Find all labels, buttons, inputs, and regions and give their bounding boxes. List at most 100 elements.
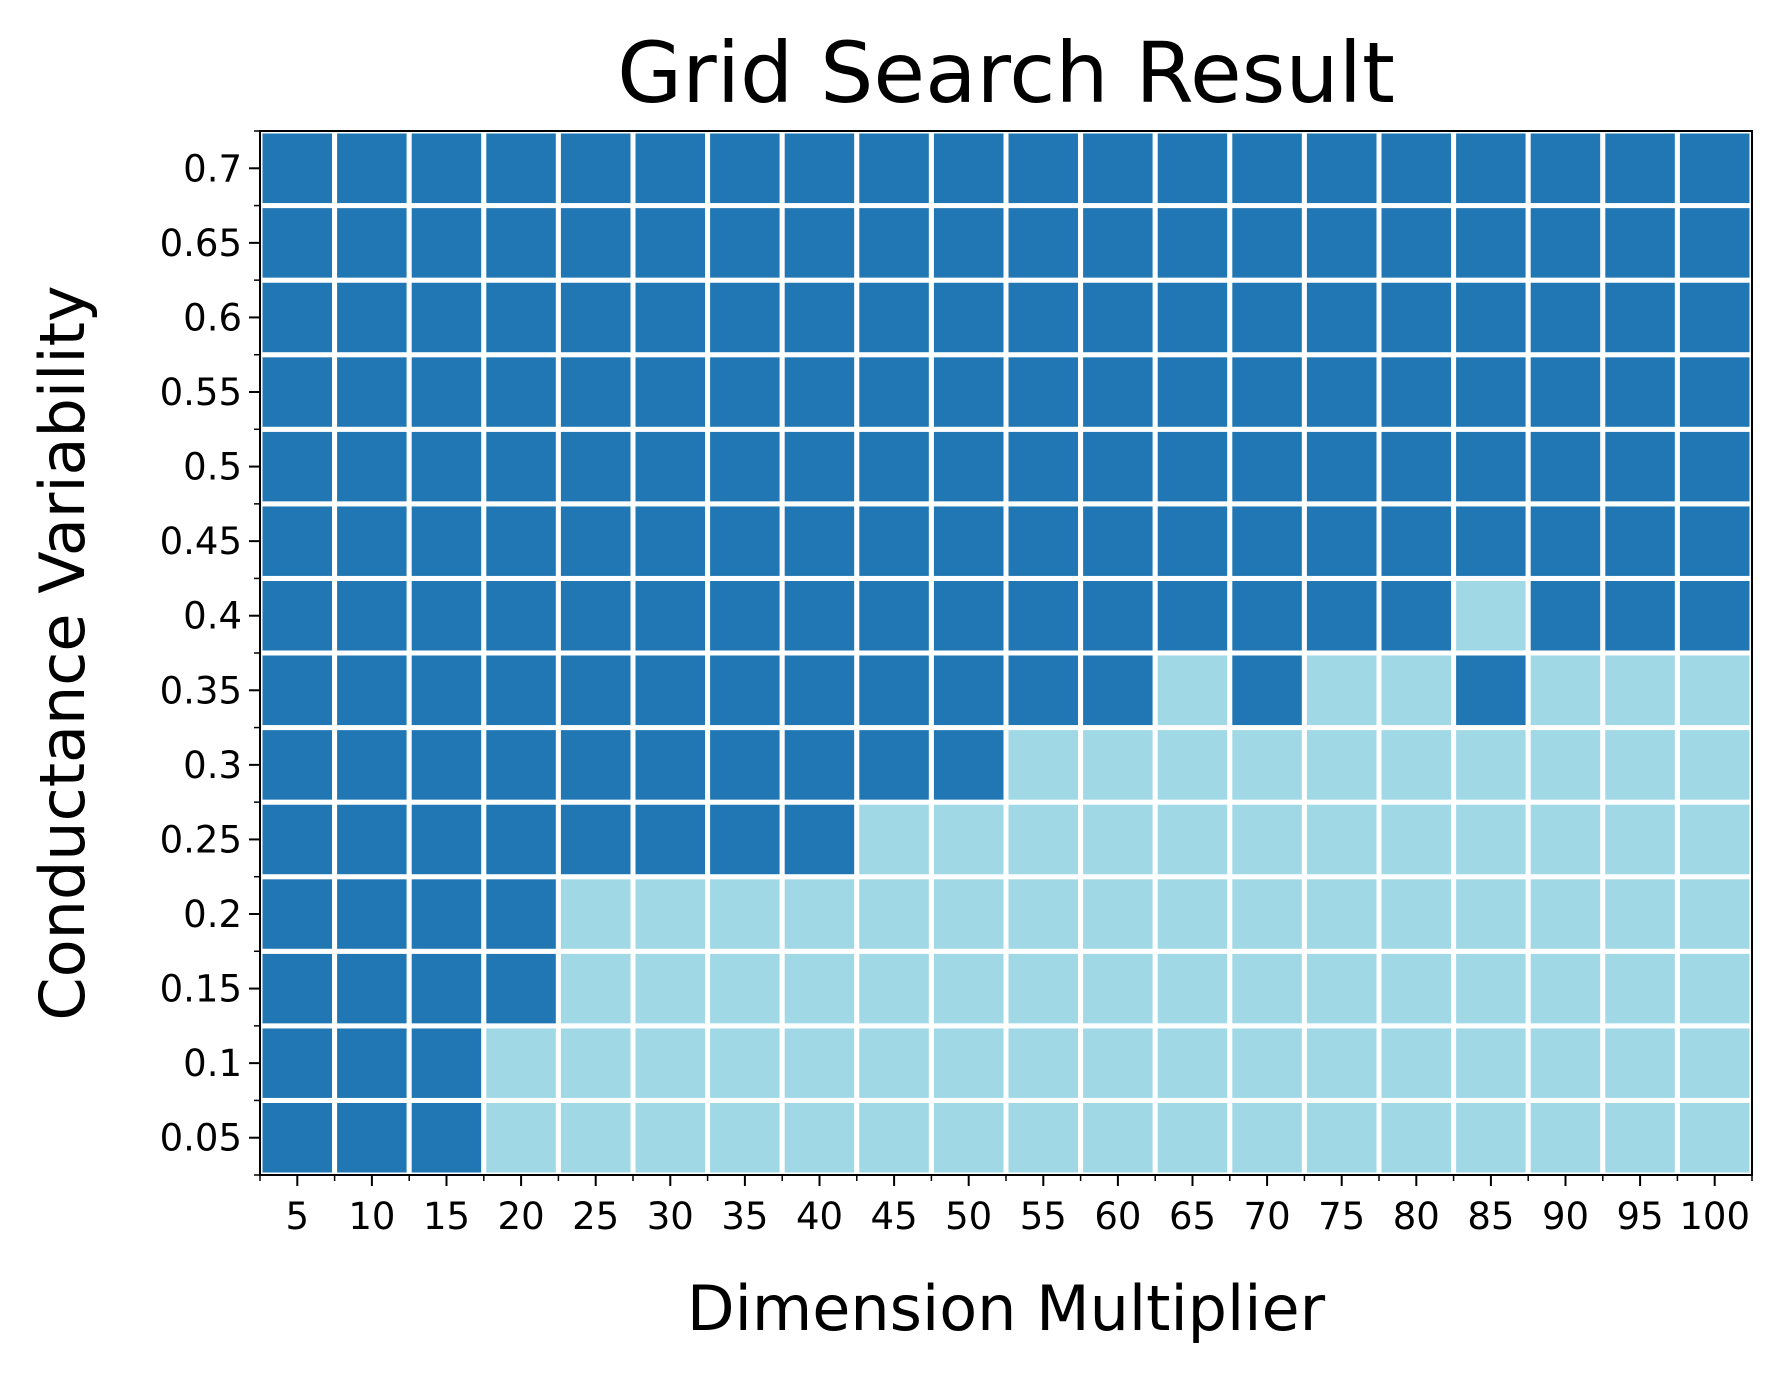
heatmap-cell — [257, 575, 338, 656]
heatmap-cell — [779, 1023, 860, 1103]
heatmap-cell — [1227, 725, 1307, 805]
heatmap-cell — [928, 1023, 1009, 1103]
heatmap-cell — [1003, 501, 1084, 581]
heatmap-cell — [928, 799, 1009, 880]
heatmap-cell — [854, 352, 934, 432]
heatmap-cell — [779, 203, 860, 283]
heatmap-cell — [555, 799, 636, 880]
heatmap-cell — [1078, 725, 1158, 805]
heatmap-cell — [630, 650, 711, 731]
heatmap-cell — [1674, 874, 1755, 954]
heatmap-cell — [854, 650, 934, 731]
heatmap-cell — [257, 203, 338, 283]
y-tick-label: 0.7 — [183, 147, 242, 190]
heatmap-cell — [1301, 1023, 1382, 1103]
heatmap-cell — [1376, 1023, 1457, 1103]
heatmap-cell — [1451, 203, 1531, 283]
heatmap-cell — [1301, 874, 1382, 954]
heatmap-cell — [1376, 277, 1457, 358]
heatmap-cell — [1301, 426, 1382, 507]
heatmap-cell — [406, 650, 487, 731]
y-tick-label: 0.35 — [160, 669, 242, 712]
heatmap-cell — [1451, 1023, 1531, 1103]
heatmap-cell — [257, 352, 338, 432]
heatmap-cell — [1227, 1097, 1307, 1178]
heatmap-cell — [406, 1023, 487, 1103]
heatmap-cell — [1003, 725, 1084, 805]
heatmap-cell — [332, 874, 412, 954]
x-tick-label: 40 — [796, 1195, 843, 1238]
heatmap-cell — [1003, 352, 1084, 432]
heatmap-cell — [1078, 352, 1158, 432]
heatmap-cell — [332, 799, 412, 880]
heatmap-cell — [1003, 799, 1084, 880]
heatmap-cell — [630, 575, 711, 656]
heatmap-cell — [555, 1097, 636, 1178]
heatmap-cell — [1301, 725, 1382, 805]
heatmap-cell — [1078, 948, 1158, 1029]
heatmap-cell — [257, 501, 338, 581]
heatmap-cell — [1152, 650, 1233, 731]
heatmap-cell — [1451, 799, 1531, 880]
heatmap-cell — [928, 725, 1009, 805]
heatmap-cell — [1451, 426, 1531, 507]
heatmap-cell — [481, 575, 561, 656]
heatmap-cell — [1600, 128, 1680, 209]
heatmap-cell — [1078, 426, 1158, 507]
heatmap-cell — [854, 426, 934, 507]
heatmap-cell — [779, 352, 860, 432]
y-tick-label: 0.1 — [183, 1042, 242, 1085]
heatmap-cell — [630, 1023, 711, 1103]
heatmap-cell — [705, 874, 785, 954]
heatmap-cell — [555, 575, 636, 656]
heatmap-cell — [630, 277, 711, 358]
heatmap-cell — [630, 128, 711, 209]
heatmap-cell — [1525, 948, 1606, 1029]
heatmap-cell — [928, 128, 1009, 209]
y-axis-ticks: 0.05 0.1 0.15 0.2 0.25 0.3 0.35 0.4 0.45 0.5 0.55 0… — [160, 130, 260, 1176]
x-tick-label: 10 — [348, 1195, 395, 1238]
heatmap-cell — [1674, 1023, 1755, 1103]
heatmap-cell — [1301, 948, 1382, 1029]
y-tick-label: 0.15 — [160, 968, 242, 1011]
heatmap-cell — [1376, 501, 1457, 581]
heatmap-cell — [257, 128, 338, 209]
heatmap-cell — [257, 426, 338, 507]
heatmap-cell — [1152, 1097, 1233, 1178]
x-tick-label: 90 — [1542, 1195, 1589, 1238]
heatmap-cell — [1525, 128, 1606, 209]
heatmap-cell — [406, 799, 487, 880]
heatmap-cell — [1152, 1023, 1233, 1103]
heatmap-cells — [257, 128, 1755, 1178]
heatmap-cell — [854, 725, 934, 805]
x-tick-label: 5 — [286, 1195, 310, 1238]
heatmap-cell — [854, 1023, 934, 1103]
heatmap-cell — [1674, 203, 1755, 283]
heatmap-cell — [854, 501, 934, 581]
heatmap-cell — [1301, 501, 1382, 581]
heatmap-cell — [1301, 575, 1382, 656]
heatmap-cell — [779, 575, 860, 656]
heatmap-cell — [1600, 426, 1680, 507]
heatmap-cell — [1003, 1023, 1084, 1103]
heatmap-cell — [1003, 128, 1084, 209]
heatmap-cell — [630, 725, 711, 805]
heatmap-cell — [1003, 874, 1084, 954]
heatmap-cell — [1674, 725, 1755, 805]
heatmap-cell — [779, 128, 860, 209]
heatmap-cell — [1525, 575, 1606, 656]
heatmap-cell — [257, 948, 338, 1029]
heatmap-cell — [1600, 874, 1680, 954]
heatmap-cell — [705, 128, 785, 209]
heatmap-cell — [1003, 1097, 1084, 1178]
heatmap-cell — [630, 1097, 711, 1178]
heatmap-cell — [854, 874, 934, 954]
heatmap-cell — [1674, 352, 1755, 432]
heatmap-cell — [555, 874, 636, 954]
heatmap-cell — [481, 1023, 561, 1103]
heatmap-cell — [481, 426, 561, 507]
heatmap-cell — [854, 128, 934, 209]
heatmap-cell — [1227, 650, 1307, 731]
heatmap-cell — [406, 277, 487, 358]
